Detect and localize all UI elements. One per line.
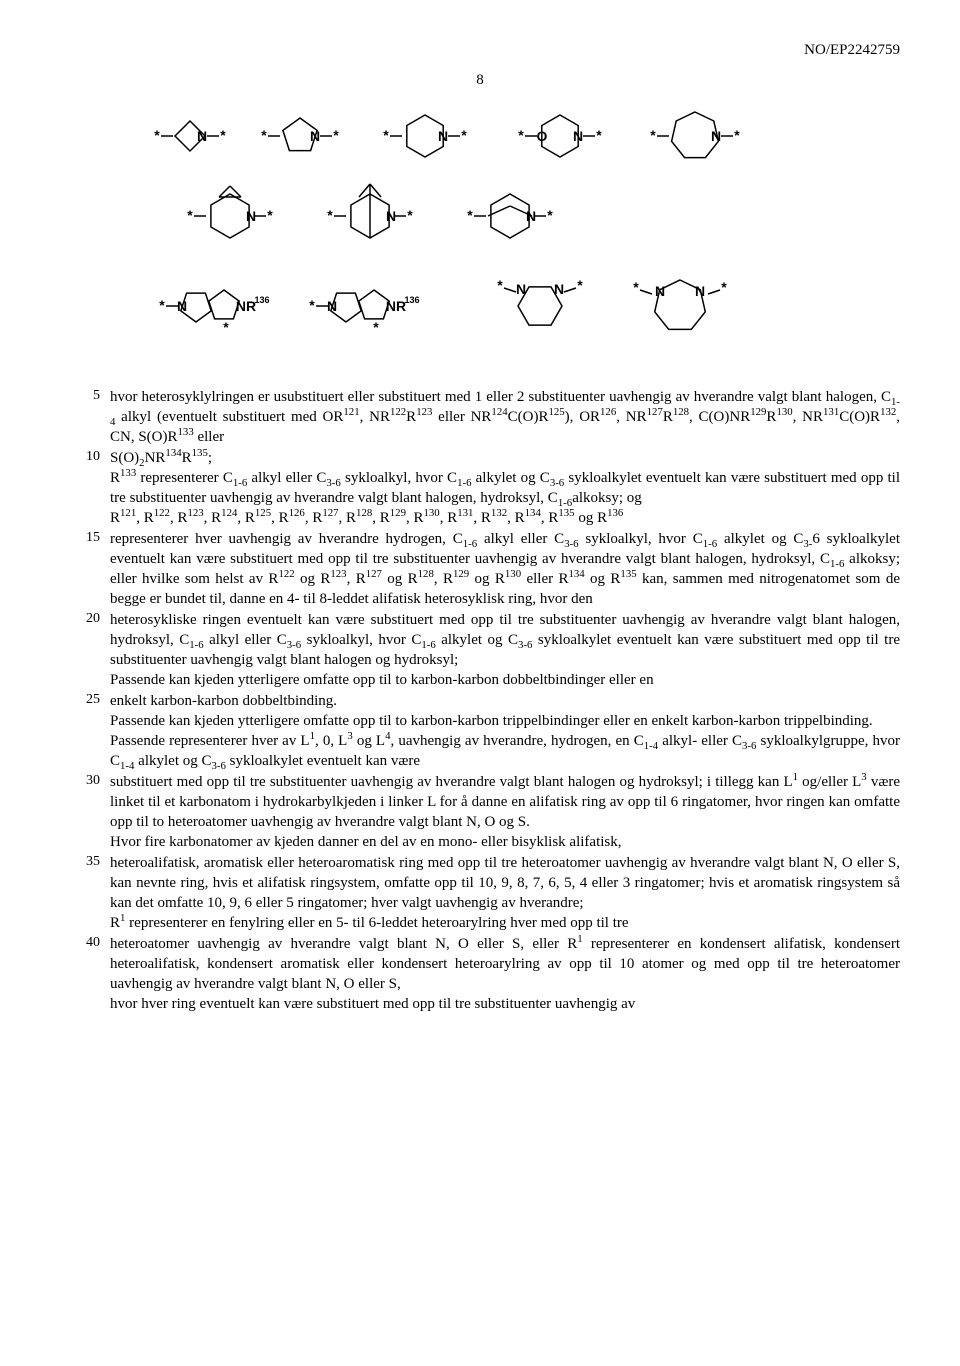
svg-text:*: * (518, 127, 524, 143)
body-content: 5 hvor heterosyklylringen er usubstituer… (60, 387, 900, 1015)
body-paragraph: representerer hver uavhengig av hverandr… (110, 529, 900, 610)
line-number: 20 (70, 610, 100, 629)
svg-text:*: * (261, 127, 267, 143)
svg-text:*: * (721, 279, 727, 295)
svg-text:136: 136 (404, 295, 419, 305)
line-number: 40 (70, 934, 100, 953)
svg-text:*: * (187, 207, 193, 223)
line-number: 10 (70, 448, 100, 467)
svg-text:*: * (333, 127, 339, 143)
body-paragraph: hvor heterosyklylringen er usubstituert … (110, 387, 900, 448)
line-number: 30 (70, 772, 100, 791)
svg-text:N: N (516, 281, 526, 297)
svg-text:*: * (383, 127, 389, 143)
body-paragraph: heteroatomer uavhengig av hverandre valg… (110, 934, 900, 1015)
svg-text:*: * (223, 319, 229, 335)
svg-text:*: * (633, 279, 639, 295)
svg-text:*: * (309, 297, 315, 313)
line-number: 5 (70, 387, 100, 406)
svg-text:*: * (461, 127, 467, 143)
line-number: 25 (70, 691, 100, 710)
svg-text:*: * (577, 277, 583, 293)
svg-text:*: * (734, 127, 740, 143)
chemical-structures-diagram: N**N**N**NO**N**N**N**N**NNR136**NNR136*… (140, 101, 900, 367)
svg-text:*: * (220, 127, 226, 143)
body-paragraph: S(O)2NR134R135; R133 representerer C1-6 … (110, 448, 900, 529)
svg-text:N: N (177, 298, 187, 314)
line-number: 15 (70, 529, 100, 548)
svg-text:*: * (373, 319, 379, 335)
svg-text:*: * (650, 127, 656, 143)
page-number: 8 (60, 70, 900, 90)
svg-text:*: * (159, 297, 165, 313)
svg-text:*: * (407, 207, 413, 223)
svg-text:*: * (547, 207, 553, 223)
svg-text:NR: NR (386, 298, 406, 314)
svg-text:N: N (197, 128, 207, 144)
svg-text:N: N (573, 128, 583, 144)
svg-text:136: 136 (254, 295, 269, 305)
svg-text:N: N (554, 281, 564, 297)
svg-text:*: * (267, 207, 273, 223)
body-paragraph: heteroalifatisk, aromatisk eller heteroa… (110, 853, 900, 934)
body-paragraph: heterosykliske ringen eventuelt kan være… (110, 610, 900, 691)
line-number: 35 (70, 853, 100, 872)
svg-text:N: N (695, 283, 705, 299)
svg-text:N: N (711, 128, 721, 144)
doc-reference: NO/EP2242759 (60, 40, 900, 60)
svg-text:NR: NR (236, 298, 256, 314)
svg-text:N: N (327, 298, 337, 314)
svg-text:N: N (310, 128, 320, 144)
svg-text:*: * (467, 207, 473, 223)
svg-text:O: O (537, 128, 548, 144)
svg-text:*: * (154, 127, 160, 143)
svg-text:*: * (327, 207, 333, 223)
body-paragraph: substituert med opp til tre substituente… (110, 772, 900, 853)
svg-text:*: * (497, 277, 503, 293)
svg-text:*: * (596, 127, 602, 143)
svg-text:N: N (438, 128, 448, 144)
svg-text:N: N (655, 283, 665, 299)
body-paragraph: enkelt karbon-karbon dobbeltbinding. Pas… (110, 691, 900, 772)
